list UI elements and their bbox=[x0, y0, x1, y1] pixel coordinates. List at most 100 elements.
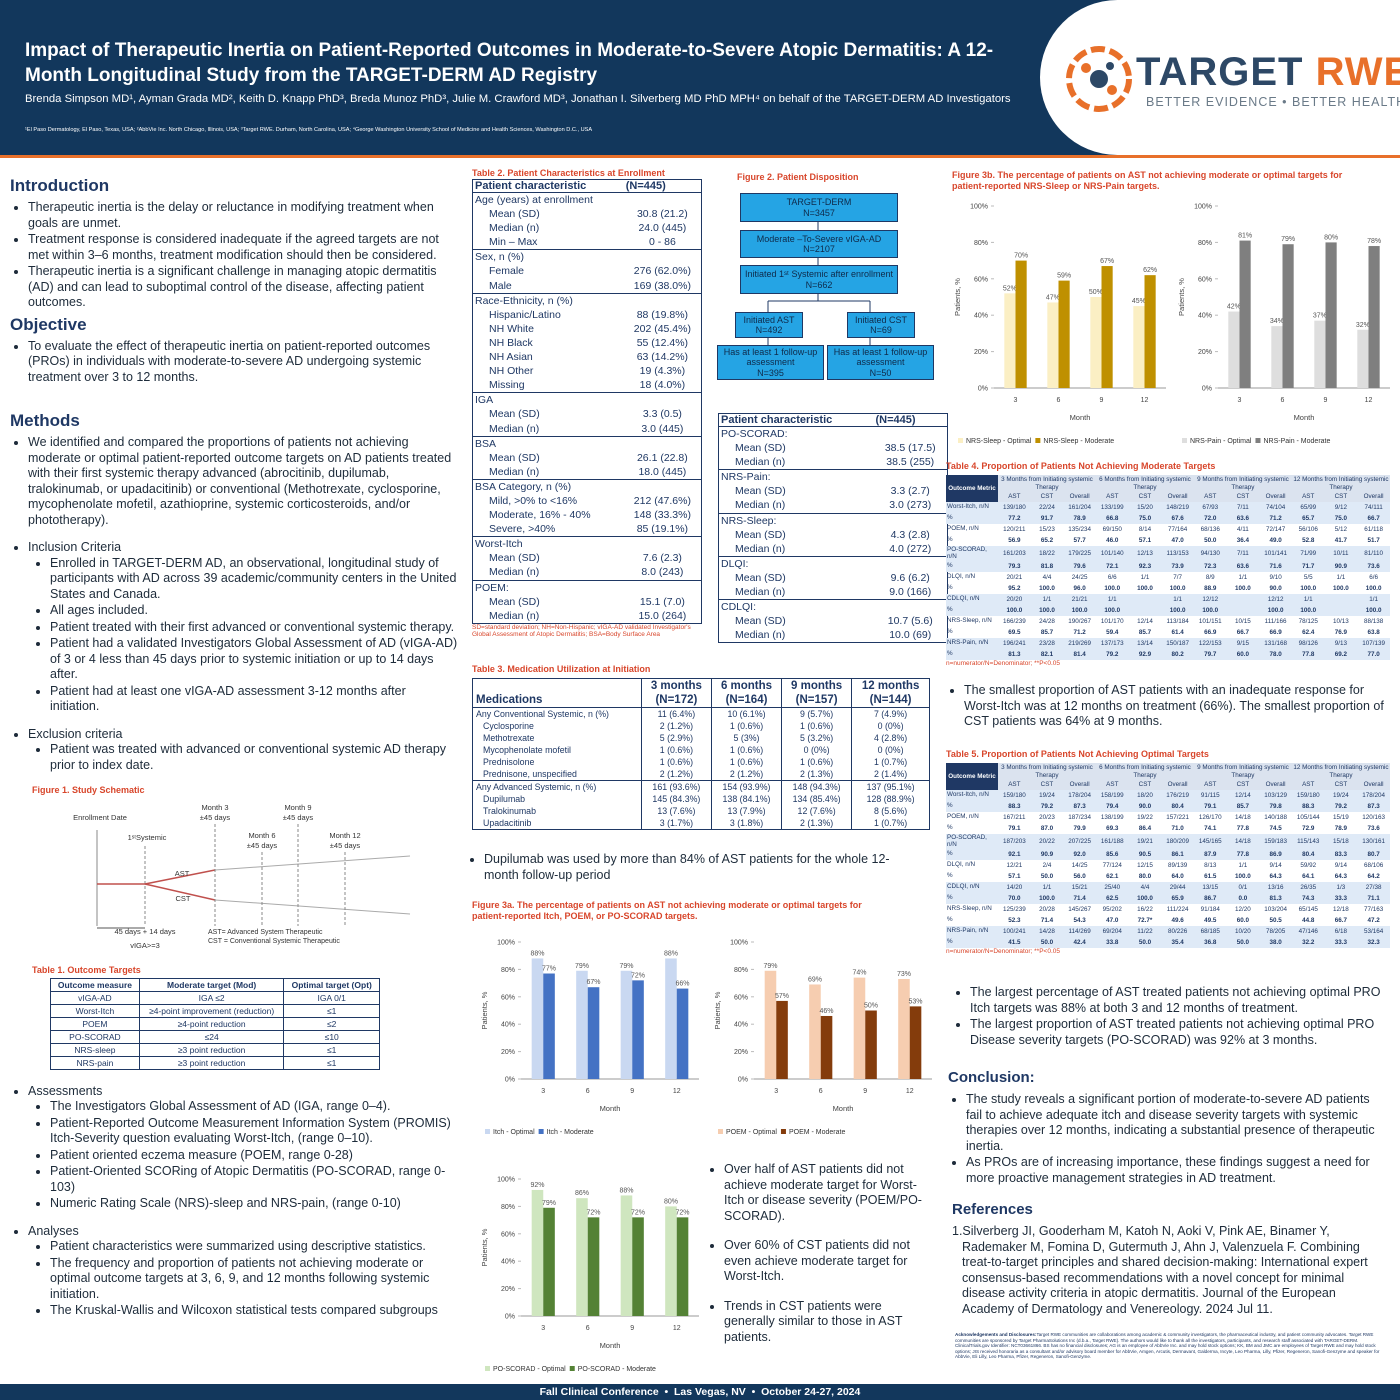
cell: 63.8 bbox=[1367, 628, 1380, 636]
cell: 0.0 bbox=[1226, 892, 1260, 904]
header-cell: AST bbox=[1095, 492, 1129, 502]
cell: 12/12 bbox=[1259, 593, 1292, 605]
x-tick-label: 12 bbox=[673, 1325, 681, 1332]
section-heading: References bbox=[952, 1201, 1033, 1218]
table-row: NH Asian 63 (14.2%) bbox=[473, 350, 702, 364]
cell: 77.8 bbox=[1236, 824, 1250, 832]
header-cell: Outcome Metric bbox=[946, 763, 998, 790]
bullet: Exclusion criteriaPatient was treated wi… bbox=[28, 727, 458, 774]
data-label: 59% bbox=[1057, 273, 1071, 280]
data-label: 53% bbox=[909, 998, 923, 1005]
x-tick-label: 9 bbox=[1324, 397, 1328, 404]
x-tick-label: 9 bbox=[1100, 397, 1104, 404]
cell: 187/203 bbox=[998, 833, 1031, 849]
cell: 113/153 bbox=[1161, 545, 1194, 561]
cell: 134 (85.4%) bbox=[781, 793, 852, 805]
x-tick-label: 9 bbox=[863, 1088, 867, 1095]
row-label: Mean (SD) bbox=[489, 552, 540, 565]
cell: 148/219 bbox=[1161, 501, 1194, 513]
notes-block: The smallest proportion of AST patients … bbox=[946, 683, 1386, 731]
medication-table: Medications 3 months 6 months 9 months 12 mo… bbox=[472, 678, 930, 830]
row-value: 202 (45.4%) bbox=[633, 322, 691, 335]
cell: 49.0 bbox=[1269, 536, 1282, 544]
cell: 12/13 bbox=[1128, 545, 1162, 561]
data-label: 92% bbox=[530, 1182, 544, 1189]
bar bbox=[1058, 280, 1070, 388]
cell: 100.0 bbox=[998, 604, 1031, 616]
cell: 24/28 bbox=[1039, 617, 1055, 625]
bar bbox=[898, 978, 910, 1079]
header-row: Medications 3 months 6 months 9 months 12 mo… bbox=[473, 678, 930, 706]
cell: 71.2 bbox=[1073, 628, 1086, 636]
cell: 16/22 bbox=[1137, 905, 1153, 913]
cell: 131/168 bbox=[1259, 637, 1292, 649]
table-row: % 92.1 90.9 92.0 85.6 90.5 86.1 87.9 77.8 86.9 80.… bbox=[946, 848, 1390, 860]
y-tick-label: 0% bbox=[505, 1077, 515, 1084]
bar bbox=[1314, 320, 1326, 388]
cell: 65.2 bbox=[1040, 536, 1054, 544]
cell: 91/184 bbox=[1200, 905, 1220, 913]
bar bbox=[1004, 293, 1016, 388]
row-label: Median (n) bbox=[489, 609, 540, 622]
cell: 14/18 bbox=[1226, 833, 1260, 849]
cell: 59.4 bbox=[1106, 628, 1119, 636]
header-cell: 6 Months from Initiating systemic Therap… bbox=[1095, 475, 1194, 492]
affiliations: ¹El Paso Dermatology, El Paso, Texas, US… bbox=[25, 127, 593, 133]
cell: 57.1 bbox=[1008, 872, 1021, 880]
cell: 36.8 bbox=[1193, 936, 1227, 948]
cell: 13 (7.6%) bbox=[640, 805, 712, 817]
cell: 77/124 bbox=[1102, 861, 1122, 869]
cell: 14/20 bbox=[998, 881, 1031, 893]
cell: 7/11 bbox=[1226, 501, 1260, 513]
cell: Any Conventional Systemic, n (%) bbox=[472, 707, 642, 720]
cell: 35.4 bbox=[1161, 936, 1194, 948]
conclusion-block: Conclusion: The study reveals a significa… bbox=[948, 1064, 1388, 1187]
legend-swatch bbox=[569, 1366, 575, 1371]
table-row: Median (n) 10.0 (69) bbox=[719, 628, 948, 643]
header-cell: 3 Months from Initiating systemic Therap… bbox=[998, 475, 1096, 492]
header-cell: (N=445) bbox=[873, 413, 948, 427]
acknowledgements-block: Acknowledgements and Disclosures:Target … bbox=[955, 1332, 1387, 1380]
cell: 32.3 bbox=[1357, 936, 1390, 948]
cell: 1 (0.6%) bbox=[710, 744, 782, 756]
bullet-list: To evaluate the effect of therapeutic in… bbox=[10, 339, 458, 386]
header-row: Patient characteristic (N=445) bbox=[472, 179, 702, 193]
cell: ≤1 bbox=[283, 1003, 380, 1018]
table-row: Median (n) 18.0 (445) bbox=[473, 465, 702, 480]
section-heading: Objective bbox=[10, 314, 87, 334]
cell: 24/25 bbox=[1071, 573, 1088, 581]
chart-box: 0% 20% 40% 60% 80% 100% Patients, % 3 79% 57% 6 69%… bbox=[708, 928, 940, 1143]
group-label: CDLQI: bbox=[718, 599, 948, 615]
y-tick-label: 80% bbox=[501, 1204, 515, 1211]
cell: 178/204 bbox=[1063, 789, 1096, 801]
cell: 79.9 bbox=[1073, 824, 1086, 832]
cell: 38.0 bbox=[1259, 936, 1292, 948]
list-heading: Exclusion criteria bbox=[28, 726, 123, 741]
cell: 88.3 bbox=[1291, 800, 1325, 812]
table-footnote: SD=standard deviation; NH=Non-Hispanic; … bbox=[472, 623, 691, 638]
cell: 49.6 bbox=[1171, 916, 1184, 924]
bullet-list: Patient characteristics were summarized … bbox=[28, 1239, 458, 1319]
cell: 120/211 bbox=[1003, 525, 1026, 533]
cell: 13 (7.9%) bbox=[710, 805, 782, 817]
group-label: NRS-Pain: bbox=[718, 469, 948, 485]
schematic-label: Month 9 bbox=[284, 803, 311, 812]
cell: 80/226 bbox=[1161, 925, 1194, 937]
cell: 92.0 bbox=[1063, 848, 1096, 860]
metric-cell: % bbox=[946, 648, 998, 660]
flow-box-line: Has at least 1 follow-up assessment bbox=[723, 346, 818, 368]
cell: 10/20 bbox=[1226, 925, 1260, 937]
legend-swatch bbox=[538, 1129, 544, 1134]
header-cell: 9 Months from Initiating systemic Therap… bbox=[1193, 475, 1292, 492]
header-row: Outcome Metric 3 Months from Initiating s… bbox=[946, 763, 1390, 790]
cell: 139/180 bbox=[998, 501, 1031, 513]
bar bbox=[865, 1010, 877, 1079]
cell: 3 (1.7%) bbox=[640, 817, 712, 830]
cell: 9/14 bbox=[1334, 861, 1348, 869]
cell: 61.5 bbox=[1204, 872, 1217, 880]
metric-cell: POEM, n/N bbox=[947, 525, 979, 533]
bullet: AnalysesPatient characteristics were sum… bbox=[28, 1224, 458, 1319]
table-row: % 79.3 81.8 79.6 72.1 92.3 73.9 72.3 63.6 71.6 71.… bbox=[946, 560, 1390, 572]
schematic-label: vIGA>=3 bbox=[130, 941, 160, 950]
row-label: Mean (SD) bbox=[735, 442, 786, 455]
